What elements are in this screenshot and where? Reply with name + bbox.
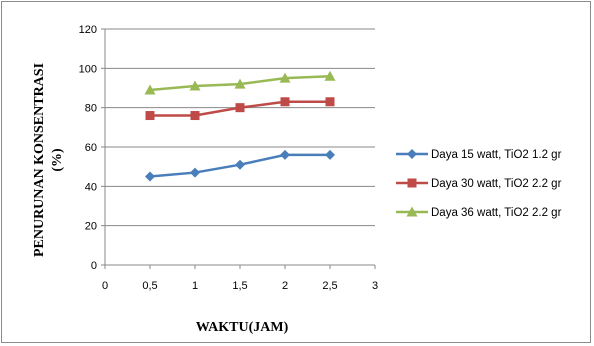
y-axis-unit-label: (%) — [50, 148, 65, 172]
x-tick-label: 1 — [192, 280, 198, 292]
legend-marker — [407, 178, 417, 188]
data-point — [189, 80, 201, 91]
data-point — [324, 70, 336, 81]
legend-label: Daya 36 watt, TiO2 2.2 gr — [431, 207, 562, 219]
legend: Daya 15 watt, TiO2 1.2 gr Daya 30 watt, T… — [396, 149, 562, 219]
data-point — [144, 84, 156, 95]
y-tick-label: 40 — [85, 181, 97, 193]
y-tick-label: 100 — [79, 63, 97, 75]
x-tick-label: 2 — [282, 280, 288, 292]
y-tick-label: 120 — [79, 24, 97, 36]
y-axis-label: PENURUNAN KONSENTRASI — [32, 63, 47, 257]
series-3 — [144, 70, 336, 95]
series-1 — [145, 149, 335, 182]
legend-entry: Daya 36 watt, TiO2 2.2 gr — [396, 206, 562, 219]
x-tick-label: 0 — [102, 280, 108, 292]
legend-label: Daya 15 watt, TiO2 1.2 gr — [431, 149, 562, 161]
legend-entry: Daya 15 watt, TiO2 1.2 gr — [396, 149, 562, 161]
data-point — [280, 97, 290, 107]
data-point — [190, 167, 200, 178]
data-point — [234, 78, 246, 89]
legend-label: Daya 30 watt, TiO2 2.2 gr — [431, 178, 562, 190]
x-axis-label: WAKTU(JAM) — [196, 320, 289, 335]
data-point — [145, 111, 155, 121]
legend-entry: Daya 30 watt, TiO2 2.2 gr — [396, 178, 562, 190]
y-tick-label: 0 — [91, 260, 97, 272]
y-tick-labels: 0 20 40 60 80 100 120 — [79, 24, 97, 272]
legend-marker — [407, 149, 417, 159]
series-2 — [145, 97, 335, 121]
gridlines — [105, 28, 375, 227]
x-tick-label: 0,5 — [142, 280, 157, 292]
data-point — [280, 149, 290, 160]
axes — [101, 28, 376, 269]
x-tick-label: 1,5 — [232, 280, 247, 292]
data-point — [279, 72, 291, 83]
data-point — [235, 103, 245, 113]
series-group — [144, 70, 336, 182]
data-point — [325, 149, 335, 160]
legend-marker — [406, 206, 418, 217]
data-point — [235, 159, 245, 170]
x-tick-labels: 0 0,5 1 1,5 2 2,5 3 — [102, 280, 378, 292]
data-point — [190, 111, 200, 121]
x-tick-label: 2,5 — [322, 280, 337, 292]
y-tick-label: 80 — [85, 103, 97, 115]
data-point — [145, 171, 155, 182]
y-tick-label: 60 — [85, 142, 97, 154]
data-point — [325, 97, 335, 107]
y-tick-label: 20 — [85, 221, 97, 233]
x-tick-label: 3 — [372, 280, 378, 292]
